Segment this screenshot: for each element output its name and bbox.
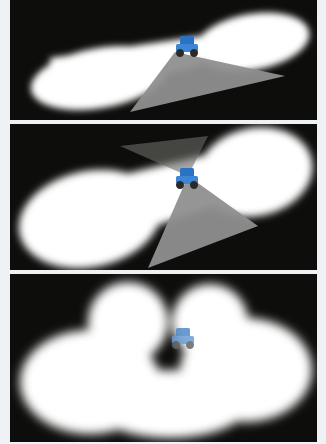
panel-wider-beams: [10, 124, 317, 270]
light-pattern-diagram-1: [30, 12, 310, 112]
connecting-beam: [40, 154, 220, 262]
panel-all-around-lighting: [10, 274, 317, 442]
light-beam-icon: [30, 12, 310, 110]
light-beam-icon: [18, 127, 313, 269]
front-light-lobe: [197, 127, 313, 217]
light-beam-icon: [20, 282, 312, 438]
shadow-sector: [148, 176, 258, 268]
tractor-icon: [176, 36, 198, 57]
front-light-lobe: [194, 12, 310, 72]
shadow-sector: [130, 52, 285, 112]
shadow-sector-upper: [120, 136, 208, 176]
panel-front-rear-beams: [10, 0, 317, 120]
connecting-beam: [50, 36, 200, 100]
light-pattern-diagram-2: [18, 127, 313, 269]
tractor-icon: [172, 328, 194, 349]
light-lobe-bottom: [92, 370, 248, 438]
tractor-icon: [176, 168, 198, 189]
light-pattern-diagram-3: [20, 282, 312, 438]
